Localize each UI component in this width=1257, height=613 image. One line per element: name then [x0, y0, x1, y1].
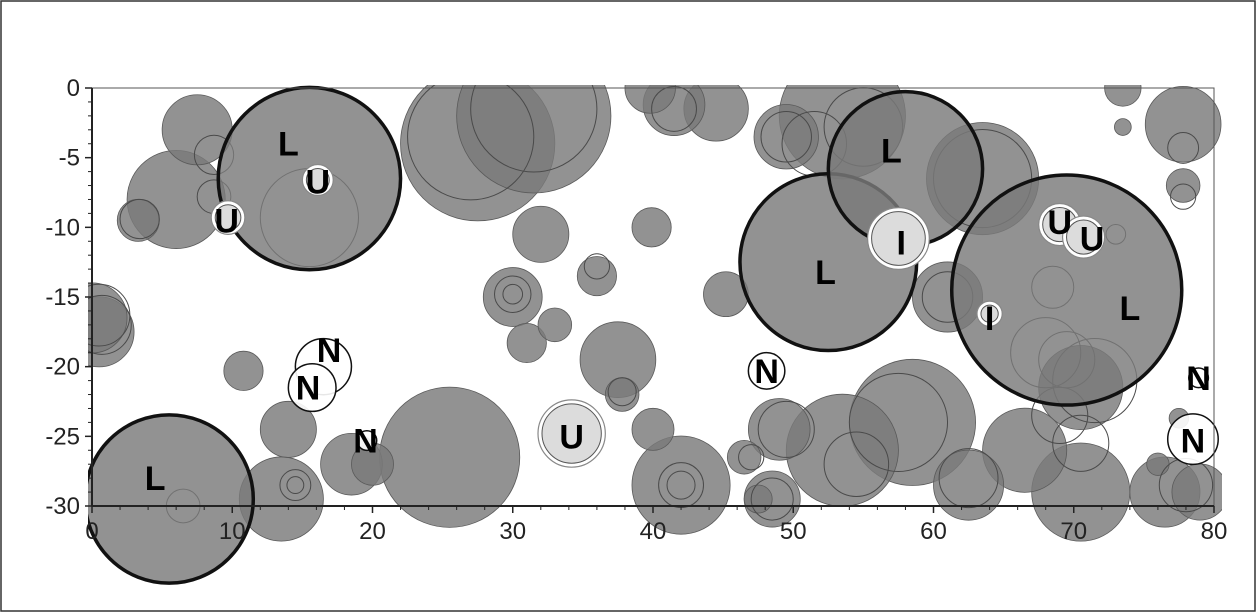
outline-ring-19	[848, 372, 949, 472]
light-circle-56	[871, 211, 926, 266]
circle-label-11: I	[897, 225, 906, 263]
circle-marker-36	[604, 377, 640, 412]
circles-layer	[88, 85, 1222, 585]
outline-ring-34	[1167, 131, 1200, 164]
circle-label-10: L	[881, 133, 902, 171]
circle-label-5: N	[296, 370, 321, 408]
circle-label-16: N	[1186, 360, 1211, 398]
circle-label-4: N	[317, 332, 342, 370]
outline-ring-7	[279, 469, 312, 502]
x-tick-label: 10	[219, 518, 246, 545]
circle-label-17: N	[1181, 423, 1206, 461]
circle-label-12: I	[985, 300, 994, 338]
circle-label-13: U	[1047, 204, 1072, 242]
circle-marker-35	[631, 407, 675, 451]
circle-marker-38	[116, 198, 160, 242]
outline-ring-8	[286, 476, 305, 495]
outline-ring-20	[760, 111, 812, 163]
circle-marker-41	[1144, 85, 1222, 163]
circle-label-6: N	[353, 423, 378, 461]
circle-marker-7	[631, 435, 731, 535]
outline-ring-11	[502, 283, 524, 305]
x-tick-label: 60	[920, 518, 947, 545]
outline-ring-37	[738, 444, 765, 471]
circle-label-9: L	[815, 254, 836, 292]
light-circle-60	[541, 403, 602, 464]
outline-ring-31	[1052, 414, 1110, 472]
x-tick-label: 50	[780, 518, 807, 545]
x-tick-label: 30	[499, 518, 526, 545]
circle-marker-30	[506, 322, 547, 364]
outline-ring-32	[938, 448, 999, 509]
outline-ring-1	[470, 85, 598, 173]
circle-label-0: L	[278, 126, 299, 164]
x-tick-label: 0	[85, 518, 98, 545]
x-tick-label: 70	[1060, 518, 1087, 545]
open-circle-62	[287, 362, 337, 413]
y-tick-label: 0	[67, 75, 80, 102]
open-circle-64	[1166, 413, 1219, 466]
y-tick-label: -15	[45, 284, 80, 311]
open-circle-66	[356, 429, 378, 452]
outline-ring-16	[757, 400, 815, 458]
y-tick-label: -5	[59, 145, 80, 172]
circle-marker-29	[482, 267, 543, 327]
outline-ring-15	[666, 470, 696, 500]
bold-circle-50	[88, 413, 256, 585]
circle-marker-37	[223, 350, 264, 391]
circle-marker-21	[747, 398, 811, 461]
x-tick-label: 80	[1201, 518, 1228, 545]
outline-ring-13	[607, 377, 637, 407]
outline-ring-10	[494, 275, 532, 313]
outline-ring-35	[1170, 183, 1197, 210]
circle-label-3: L	[145, 460, 166, 498]
outline-ring-0	[407, 85, 535, 201]
circle-marker-44	[1171, 463, 1222, 521]
circle-marker-45	[726, 440, 762, 475]
circle-marker-31	[537, 307, 573, 343]
circle-marker-10	[933, 449, 1005, 521]
circle-label-8: N	[754, 353, 779, 391]
open-circle-63	[747, 351, 786, 390]
light-circle-55	[214, 204, 242, 231]
x-tick-label: 40	[640, 518, 667, 545]
outline-ring-23	[651, 85, 697, 132]
y-tick-label: -10	[45, 214, 80, 241]
circle-marker-33	[631, 207, 672, 248]
outline-ring-17	[750, 477, 794, 521]
bold-circle-53	[949, 173, 1184, 407]
circle-marker-40	[1114, 118, 1132, 136]
outline-ring-18	[823, 431, 890, 497]
axes-layer: 0 10 20 30 40 50 60 70 80 0 -5 -10 -15 -20 -25 -30	[45, 75, 1227, 545]
circle-marker-47	[1146, 452, 1170, 476]
circle-marker-28	[512, 205, 570, 263]
light-circle-57	[980, 304, 999, 323]
outline-ring-5	[119, 198, 160, 240]
y-tick-label: -30	[45, 493, 80, 520]
circle-label-1: U	[306, 163, 331, 201]
open-circle-65	[1188, 367, 1210, 389]
circle-marker-42	[1165, 168, 1201, 203]
y-tick-label: -20	[45, 354, 80, 381]
circle-label-7: U	[559, 418, 584, 456]
x-tick-label: 20	[359, 518, 386, 545]
circle-marker-17	[259, 400, 317, 458]
circle-marker-46	[743, 484, 773, 514]
circle-marker-24	[753, 104, 819, 170]
y-tick-label: -25	[45, 423, 80, 450]
circle-label-15: L	[1119, 290, 1140, 328]
circle-label-14: U	[1080, 220, 1105, 258]
outline-ring-38	[88, 294, 132, 355]
circle-marker-32	[576, 256, 617, 297]
circle-label-2: U	[214, 202, 239, 240]
light-circle-59	[1066, 219, 1102, 255]
circle-marker-9	[982, 407, 1068, 493]
outline-ring-12	[583, 253, 611, 280]
light-circle-54	[305, 168, 330, 192]
